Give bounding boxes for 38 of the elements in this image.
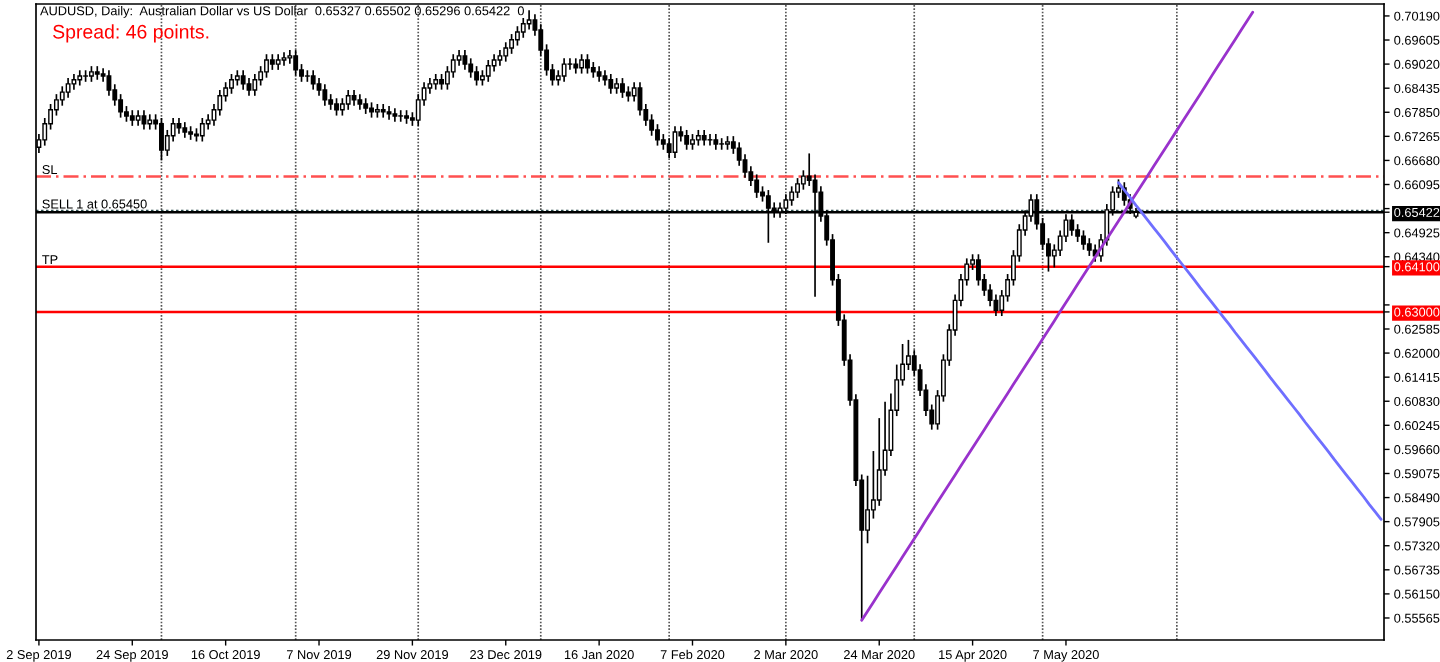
candlestick — [199, 118, 205, 142]
candlestick — [65, 78, 71, 98]
candlestick — [252, 73, 258, 96]
candlestick — [567, 58, 573, 70]
candlestick — [462, 50, 468, 70]
candlestick — [147, 114, 153, 130]
candlestick — [345, 90, 351, 110]
candlestick — [159, 118, 164, 161]
candlestick — [620, 78, 625, 98]
candlestick — [281, 52, 287, 66]
candlestick — [684, 129, 690, 150]
candlestick — [561, 58, 567, 82]
candlestick — [234, 70, 240, 86]
candlestick — [380, 104, 386, 118]
candlestick — [707, 134, 713, 146]
line-series — [860, 10, 1255, 622]
candlestick — [398, 110, 404, 122]
candlestick — [77, 70, 83, 86]
candlestick — [264, 54, 269, 78]
candlestick — [293, 50, 299, 76]
candlestick — [520, 17, 526, 38]
candlestick — [754, 174, 760, 198]
candlestick — [608, 73, 614, 94]
candlestick — [526, 10, 532, 30]
candlestick — [94, 66, 100, 80]
candlestick — [485, 59, 491, 82]
candlestick — [625, 86, 631, 102]
candlestick — [386, 106, 392, 120]
candlestick — [719, 138, 725, 150]
candlestick — [322, 84, 328, 106]
candlestick — [666, 138, 672, 158]
candlestick — [795, 178, 800, 198]
candlestick — [229, 73, 234, 94]
candlestick — [509, 34, 515, 54]
text: Spread: 46 points. — [53, 24, 209, 43]
candlestick — [392, 108, 398, 122]
candlestick — [287, 50, 293, 64]
line-series — [1117, 181, 1383, 521]
